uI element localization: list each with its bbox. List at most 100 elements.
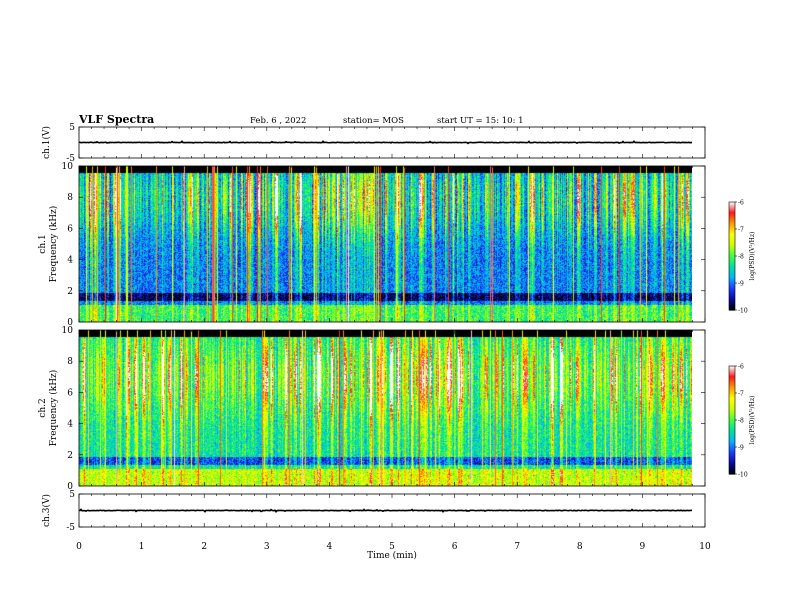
colorbar-segment <box>729 241 735 244</box>
colorbar-segment <box>729 246 735 249</box>
colorbar-segment <box>729 233 735 235</box>
colorbar-segment <box>729 305 735 307</box>
y-tick-label: 4 <box>67 256 73 266</box>
colorbar-segment <box>729 251 735 253</box>
colorbar-segment <box>729 283 735 286</box>
colorbar-segment <box>729 408 735 410</box>
colorbar-segment <box>729 235 735 238</box>
colorbar-segment <box>729 221 735 223</box>
colorbar-segment <box>729 450 735 452</box>
colorbar-segment <box>729 469 735 471</box>
colorbar-segment <box>729 286 735 288</box>
y-tick-label: -5 <box>66 523 75 533</box>
colorbar-segment <box>729 240 735 243</box>
x-tick-label: 9 <box>640 542 646 552</box>
colorbar-segment <box>729 368 735 371</box>
colorbar-segment <box>729 436 735 439</box>
colorbar-segment <box>729 230 735 233</box>
colorbar-segment <box>729 439 735 441</box>
ch2-colorbar: -6 -7 -8 -9 -10 log(PSD)(V²/Hz) <box>728 364 756 479</box>
colorbar-label: log(PSD)(V²/Hz) <box>749 396 756 445</box>
colorbar-segment <box>729 396 735 398</box>
colorbar-segment <box>729 446 735 449</box>
colorbar-segment <box>729 282 735 285</box>
ch1-spectrogram-panel: 0 2 4 6 8 10 ch.1 Frequency (kHz) <box>38 162 706 328</box>
colorbar-segment <box>729 405 735 408</box>
colorbar-segment <box>729 209 735 211</box>
colorbar-segment <box>729 418 735 421</box>
colorbar-segment <box>729 451 735 453</box>
colorbar-segment <box>729 280 735 282</box>
colorbar-segment <box>729 457 735 459</box>
colorbar-segment <box>729 370 735 373</box>
x-tick-label: 10 <box>699 542 711 552</box>
time-axis: 0 1 2 3 4 5 6 7 8 9 10 Time (min) <box>76 542 711 561</box>
colorbar-segment <box>729 239 735 241</box>
colorbar-segment <box>729 298 735 300</box>
colorbar-segment <box>729 456 735 458</box>
colorbar-segment <box>729 290 735 293</box>
colorbar-segment <box>729 214 735 216</box>
colorbar-segment <box>729 254 735 257</box>
colorbar-segment <box>729 210 735 213</box>
spectrogram-image <box>79 330 692 486</box>
colorbar-segment <box>729 468 735 470</box>
colorbar-segment <box>729 385 735 387</box>
colorbar-segment <box>729 453 735 456</box>
colorbar-segment <box>729 248 735 251</box>
colorbar-segment <box>729 260 735 263</box>
colorbar-segment <box>729 306 735 309</box>
colorbar-segment <box>729 393 735 396</box>
colorbar-segment <box>729 387 735 390</box>
y-tick-label: 10 <box>62 326 74 336</box>
colorbar-segment <box>729 264 735 267</box>
colorbar-segment <box>729 265 735 268</box>
colorbar-segment <box>729 384 735 386</box>
y-tick-label: 0 <box>67 318 73 328</box>
colorbar-segment <box>729 308 735 311</box>
x-tick-label: 0 <box>76 542 82 552</box>
colorbar-segment <box>729 284 735 287</box>
colorbar-segment <box>729 417 735 420</box>
colorbar-segment <box>729 296 735 299</box>
colorbar-segment <box>729 381 735 384</box>
y-tick-label: 2 <box>67 451 73 461</box>
ch1-colorbar: -6 -7 -8 -9 -10 log(PSD)(V²/Hz) <box>728 200 756 315</box>
station-label: station= MOS <box>343 116 404 126</box>
colorbar-segment <box>729 440 735 443</box>
colorbar-segment <box>729 252 735 255</box>
colorbar-segment <box>729 211 735 214</box>
colorbar-segment <box>729 263 735 265</box>
colorbar-segment <box>729 203 735 205</box>
colorbar-segment <box>729 238 735 240</box>
colorbar-segment <box>729 471 735 474</box>
colorbar-segment <box>729 409 735 411</box>
colorbar-segment <box>729 292 735 294</box>
colorbar-segment <box>729 269 735 271</box>
colorbar-segment <box>729 404 735 407</box>
x-tick-label: 1 <box>139 542 145 552</box>
y-axis-label-channel: ch.2 <box>38 398 48 417</box>
colorbar-segment <box>729 301 735 304</box>
colorbar-segment <box>729 397 735 399</box>
colorbar-segment <box>729 262 735 264</box>
colorbar-segment <box>729 271 735 274</box>
colorbar-segment <box>729 206 735 209</box>
spectrogram-image <box>79 166 692 322</box>
colorbar-segment <box>729 382 735 385</box>
colorbar-segment <box>729 399 735 402</box>
colorbar-segment <box>729 300 735 303</box>
date-label: Feb. 6 , 2022 <box>250 116 306 126</box>
colorbar-segment <box>729 373 735 375</box>
colorbar-segment <box>729 410 735 413</box>
colorbar-segment <box>729 226 735 228</box>
colorbar-segment <box>729 421 735 423</box>
colorbar-segment <box>729 391 735 393</box>
colorbar-tick-label: -10 <box>738 308 748 315</box>
ch2-spectrogram-panel: 0 2 4 6 8 10 ch.2 Frequency (kHz) <box>38 326 706 492</box>
colorbar-segment <box>729 367 735 369</box>
colorbar-segment <box>729 412 735 415</box>
colorbar-segment <box>729 253 735 256</box>
colorbar-segment <box>729 427 735 429</box>
colorbar-segment <box>729 411 735 414</box>
